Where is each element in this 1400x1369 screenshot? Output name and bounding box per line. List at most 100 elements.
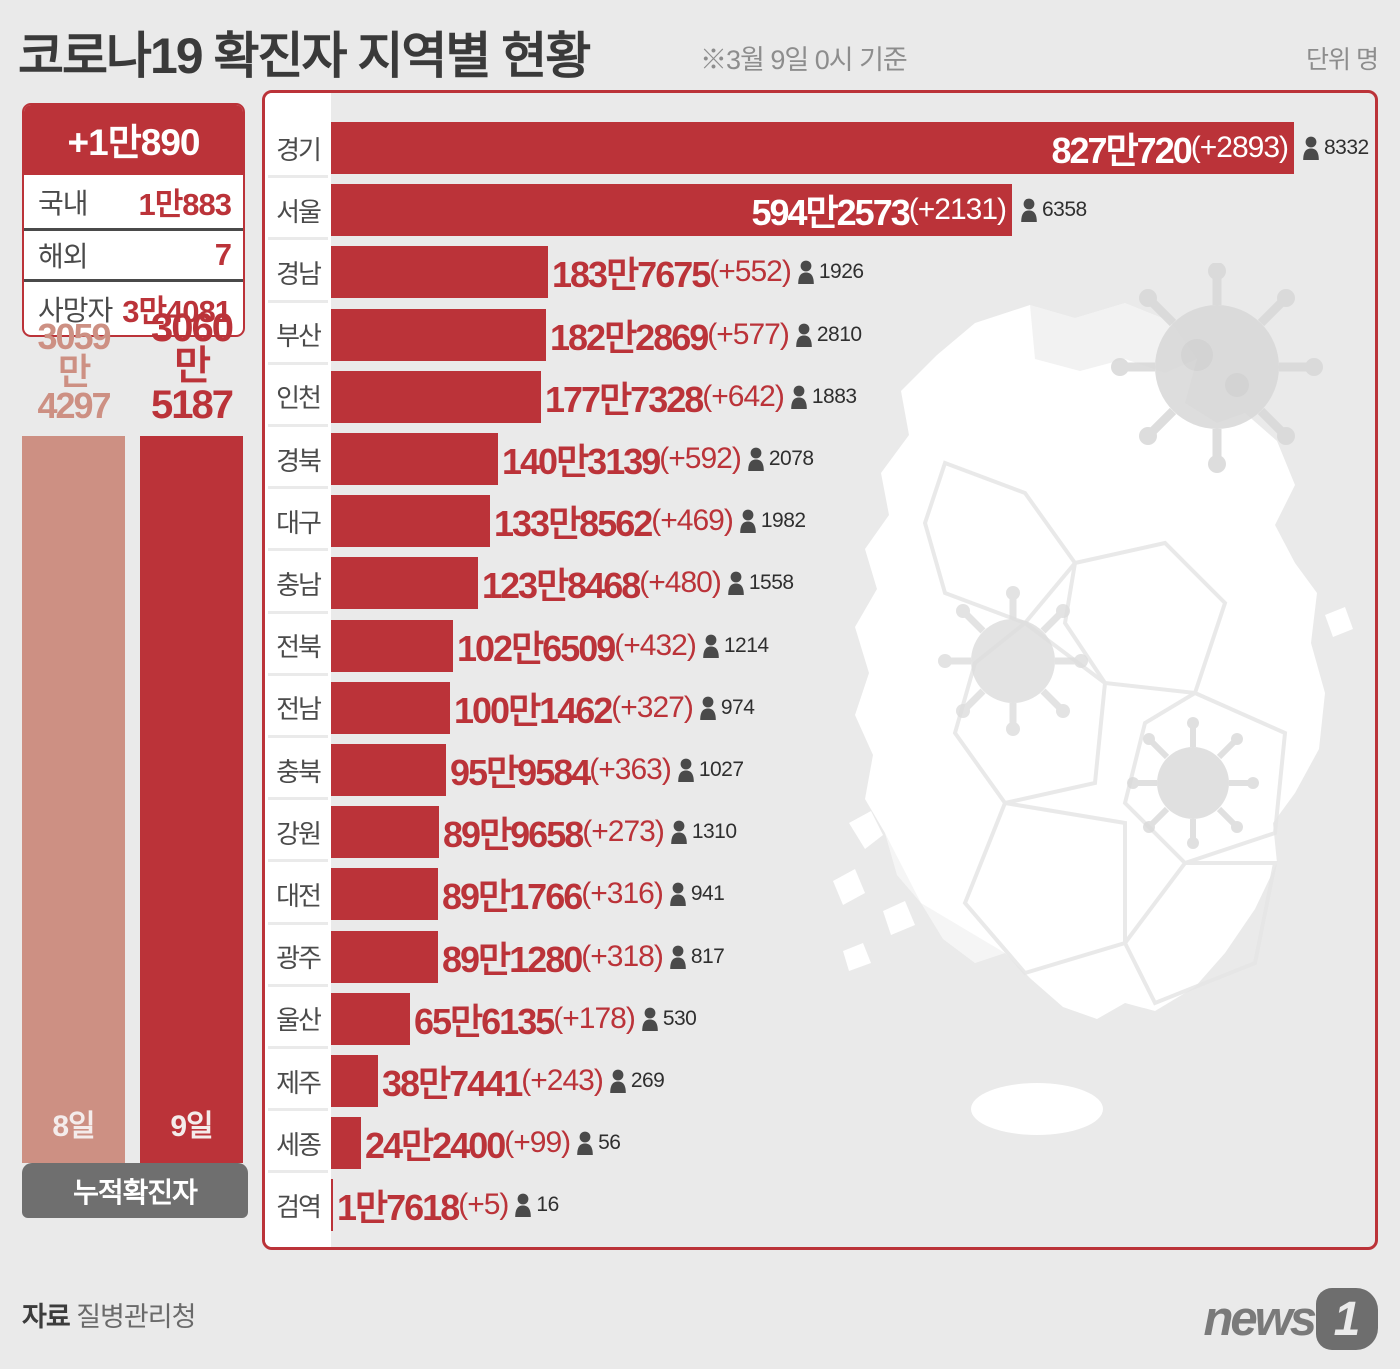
summary-row: 해외 7 xyxy=(24,228,243,279)
region-new-cases: (+480) xyxy=(639,566,722,600)
person-icon xyxy=(577,1131,593,1156)
region-bar xyxy=(331,246,548,299)
row-separator xyxy=(268,1108,328,1112)
region-bar xyxy=(331,308,546,361)
row-separator xyxy=(268,921,328,925)
region-death-count: 1214 xyxy=(723,633,769,657)
row-separator xyxy=(268,486,328,490)
region-total-value: 95만9584 xyxy=(450,752,591,794)
region-bar xyxy=(331,868,438,921)
region-deaths: 530 xyxy=(641,1006,697,1032)
region-label: 서울 xyxy=(276,196,322,227)
region-death-count: 530 xyxy=(662,1006,697,1030)
region-deaths: 1982 xyxy=(739,508,806,534)
region-value-group: 182만2869 (+577) 2810 xyxy=(550,309,862,361)
region-value-group: 89만1280 (+318) 817 xyxy=(442,931,725,983)
region-bar-area: 123만8468 (+480) 1558 xyxy=(331,552,1375,614)
region-bar-area: 95만9584 (+363) 1027 xyxy=(331,739,1375,801)
person-icon xyxy=(796,323,812,347)
region-deaths: 6358 xyxy=(1020,197,1087,223)
region-row[interactable]: 경기 827만720 (+2893) 8332 xyxy=(265,117,1375,179)
region-new-cases: (+243) xyxy=(521,1064,604,1098)
person-icon xyxy=(670,883,686,907)
summary-row-label: 사망자 xyxy=(38,294,113,326)
summary-row-value: 1만883 xyxy=(138,187,232,222)
summary-box: +1만890 국내 1만883 해외 7 사망자 3만4081 xyxy=(22,103,245,337)
region-deaths: 941 xyxy=(669,881,725,907)
region-row[interactable]: 경남 183만7675 (+552) 1926 xyxy=(265,241,1375,303)
region-bar-area: 89만1766 (+316) 941 xyxy=(331,863,1375,925)
row-separator xyxy=(268,1170,328,1174)
summary-row-label: 국내 xyxy=(38,187,89,219)
person-icon xyxy=(670,945,686,969)
region-row[interactable]: 전북 102만6509 (+432) 1214 xyxy=(265,615,1375,677)
region-row[interactable]: 충북 95만9584 (+363) 1027 xyxy=(265,739,1375,801)
person-icon xyxy=(515,1194,532,1218)
region-total-value: 182만2869 xyxy=(550,316,709,358)
region-bar-area: 38만7441 (+243) 269 xyxy=(331,1050,1375,1112)
region-death-count: 817 xyxy=(690,944,725,968)
region-deaths: 269 xyxy=(609,1068,665,1094)
region-bar xyxy=(331,433,498,486)
region-label: 제주 xyxy=(276,1067,322,1098)
person-icon xyxy=(610,1069,626,1094)
region-row[interactable]: 제주 38만7441 (+243) 269 xyxy=(265,1050,1375,1112)
unit-label: 단위 명 xyxy=(1306,46,1379,74)
region-row[interactable]: 울산 65만6135 (+178) 530 xyxy=(265,988,1375,1050)
region-total-value: 89만1280 xyxy=(442,938,583,980)
region-row[interactable]: 부산 182만2869 (+577) 2810 xyxy=(265,304,1375,366)
page-title: 코로나19 확진자 지역별 현황 xyxy=(18,28,591,84)
region-total-value: 24만2400 xyxy=(365,1125,506,1167)
trend-bar: 9일 xyxy=(140,436,243,1163)
row-separator xyxy=(268,548,328,552)
region-value-group: 123만8468 (+480) 1558 xyxy=(482,557,794,609)
region-row[interactable]: 전남 100만1462 (+327) 974 xyxy=(265,677,1375,739)
region-bar xyxy=(331,495,490,548)
region-new-cases: (+99) xyxy=(504,1126,571,1160)
region-row[interactable]: 광주 89만1280 (+318) 817 xyxy=(265,926,1375,988)
region-deaths: 1310 xyxy=(670,819,737,845)
region-row[interactable]: 세종 24만2400 (+99) 56 xyxy=(265,1112,1375,1174)
region-value-group: 38만7441 (+243) 269 xyxy=(382,1055,665,1107)
region-death-count: 56 xyxy=(598,1131,621,1155)
trend-column: 3059만 4297 8일 xyxy=(22,319,125,1163)
region-deaths: 1883 xyxy=(790,384,857,410)
region-total-value: 123만8468 xyxy=(482,565,641,607)
person-icon xyxy=(1303,136,1319,161)
region-death-count: 269 xyxy=(630,1069,665,1093)
region-label: 부산 xyxy=(276,321,322,352)
row-separator xyxy=(268,859,328,863)
region-deaths: 2078 xyxy=(747,446,814,472)
region-death-count: 16 xyxy=(536,1193,559,1217)
row-separator xyxy=(268,672,328,676)
region-bar xyxy=(331,992,410,1045)
region-row[interactable]: 검역 1만7618 (+5) 16 xyxy=(265,1174,1375,1236)
summary-rows: 국내 1만883 해외 7 사망자 3만4081 xyxy=(24,175,243,335)
region-bar-area: 65만6135 (+178) 530 xyxy=(331,988,1375,1050)
row-separator xyxy=(268,299,328,303)
region-row[interactable]: 강원 89만9658 (+273) 1310 xyxy=(265,801,1375,863)
region-bar-area: 24만2400 (+99) 56 xyxy=(331,1112,1375,1174)
region-new-cases: (+318) xyxy=(581,939,664,973)
as-of-subtitle: ※3월 9일 0시 기준 xyxy=(700,45,908,75)
region-bar-area: 89만9658 (+273) 1310 xyxy=(331,801,1375,863)
region-bar-area: 594만2573 (+2131) 6358 xyxy=(331,179,1375,241)
region-row[interactable]: 서울 594만2573 (+2131) 6358 xyxy=(265,179,1375,241)
region-row[interactable]: 경북 140만3139 (+592) 2078 xyxy=(265,428,1375,490)
region-row[interactable]: 충남 123만8468 (+480) 1558 xyxy=(265,552,1375,614)
region-deaths: 2810 xyxy=(795,322,862,348)
region-total-value: 100만1462 xyxy=(454,689,613,731)
region-row[interactable]: 대전 89만1766 (+316) 941 xyxy=(265,863,1375,925)
region-new-cases: (+316) xyxy=(581,877,664,911)
region-total-value: 594만2573 xyxy=(751,192,910,234)
logo-badge: 1 xyxy=(1316,1288,1378,1350)
region-label: 경기 xyxy=(276,134,322,165)
region-bar xyxy=(331,184,1012,237)
person-icon xyxy=(642,1007,658,1031)
region-label-column xyxy=(265,93,331,1247)
region-row[interactable]: 대구 133만8562 (+469) 1982 xyxy=(265,490,1375,552)
region-bar xyxy=(331,1179,333,1232)
region-value-group: 65만6135 (+178) 530 xyxy=(414,993,697,1045)
region-row[interactable]: 인천 177만7328 (+642) 1883 xyxy=(265,366,1375,428)
region-death-count: 2810 xyxy=(816,322,862,346)
